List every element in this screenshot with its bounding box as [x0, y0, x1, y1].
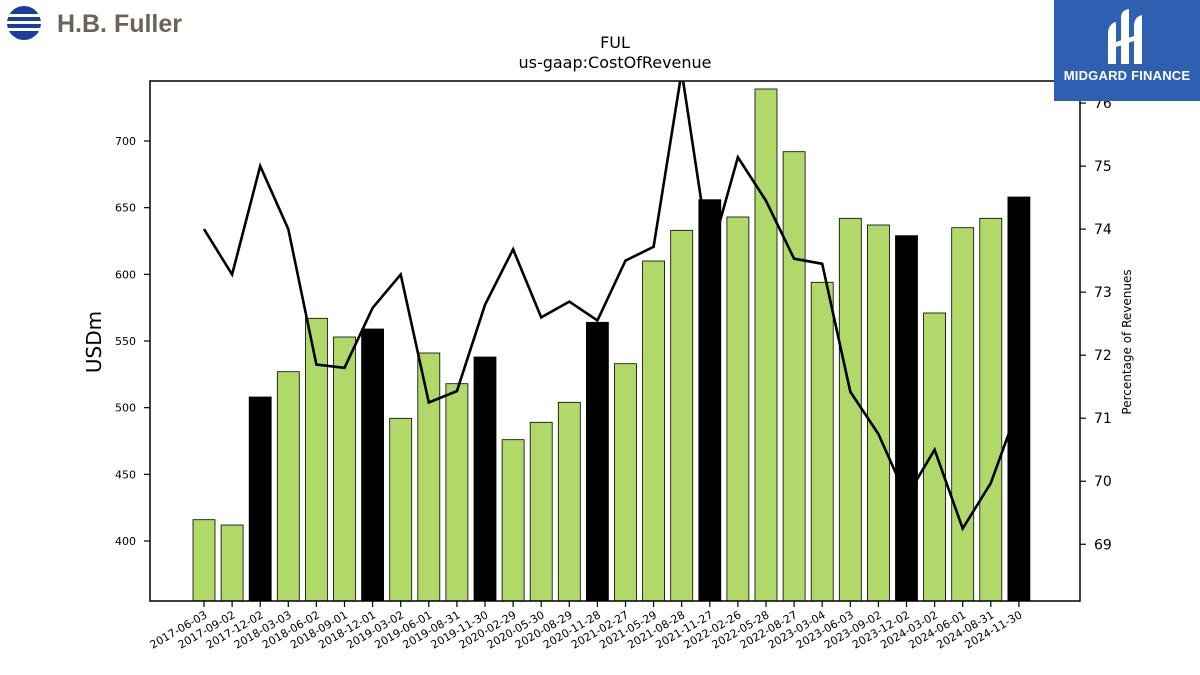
y-tick-label: 450	[115, 468, 136, 481]
hb-fuller-wordmark: H.B. Fuller	[57, 10, 182, 38]
line-series	[202, 81, 1021, 532]
hb-fuller-logo: H.B. Fuller	[4, 4, 204, 44]
y-tick-label: 500	[115, 402, 136, 415]
y2-tick-label: 74	[1094, 222, 1112, 238]
chart-title: FUL	[600, 33, 630, 52]
chart-subtitle: us-gaap:CostOfRevenue	[518, 53, 711, 72]
midgard-finance-logo: MIDGARD FINANCE	[1054, 0, 1200, 101]
bar	[895, 235, 918, 602]
y-tick-label: 550	[115, 335, 136, 348]
midgard-wordmark: MIDGARD FINANCE	[1063, 68, 1191, 83]
bar	[333, 336, 356, 602]
bar	[361, 328, 385, 602]
bar	[1007, 196, 1031, 602]
x-axis-ticks: 2017-06-032017-09-022017-12-022018-03-03…	[148, 601, 1024, 652]
bar	[754, 88, 778, 602]
midgard-emblem	[1108, 9, 1142, 64]
y-axis-label: USDm	[82, 311, 106, 373]
bar	[417, 352, 441, 602]
bar	[389, 417, 413, 602]
bar	[220, 524, 244, 602]
y-tick-label: 400	[115, 535, 136, 548]
y2-tick-label: 75	[1094, 159, 1112, 175]
y-tick-label: 600	[115, 268, 136, 281]
y2-tick-label: 70	[1094, 474, 1112, 490]
bar	[979, 217, 1003, 602]
bar	[276, 371, 300, 602]
y2-tick-label: 69	[1094, 537, 1112, 553]
bar	[923, 312, 946, 602]
bar	[192, 519, 216, 602]
y2-tick-label: 72	[1094, 348, 1112, 364]
bar	[614, 363, 637, 602]
bar	[501, 439, 525, 602]
bar	[951, 227, 975, 602]
bar	[867, 224, 890, 602]
bar	[586, 321, 609, 602]
y2-tick-label: 73	[1094, 285, 1112, 301]
y-tick-label: 700	[115, 135, 136, 148]
bar	[726, 216, 750, 602]
bar	[698, 199, 722, 602]
bar	[642, 260, 665, 602]
bar	[445, 383, 469, 602]
hb-fuller-emblem	[6, 6, 44, 40]
y-axis-ticks: 400 450 500 550 600 650 700	[115, 135, 150, 548]
y-tick-label: 650	[115, 202, 136, 215]
bar	[557, 401, 581, 602]
bar	[473, 356, 497, 602]
bar	[838, 217, 862, 602]
bar	[782, 151, 806, 602]
bar	[670, 229, 694, 602]
y2-axis-label: Percentage of Revenues	[1120, 269, 1134, 414]
bar	[248, 396, 272, 602]
bar-series	[192, 88, 1031, 602]
line-series-path	[202, 81, 1021, 532]
bar	[529, 421, 553, 602]
y2-tick-label: 71	[1094, 411, 1112, 427]
bar	[810, 281, 834, 602]
